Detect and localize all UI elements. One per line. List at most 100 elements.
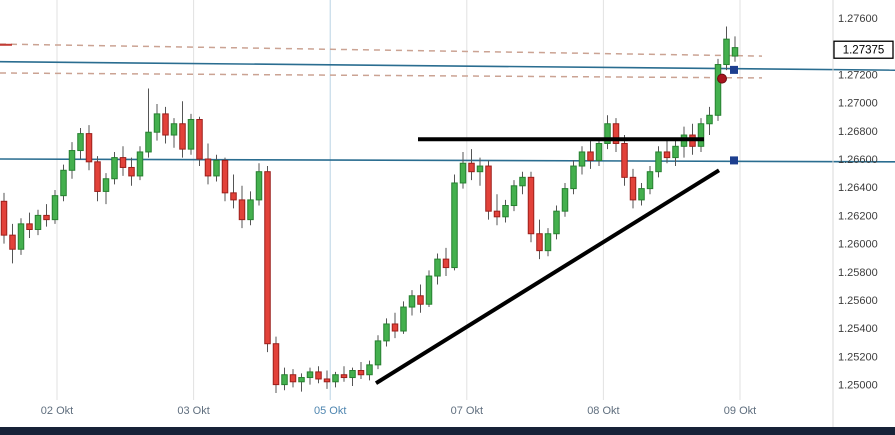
candle-bearish <box>204 158 212 177</box>
current-price-label: 1.27375 <box>843 45 885 57</box>
candle-bullish <box>451 182 458 269</box>
candle-bullish <box>383 323 390 342</box>
candle-bearish <box>629 176 637 201</box>
candle-bearish <box>391 323 399 332</box>
candle-bullish <box>374 340 382 366</box>
candle-bearish <box>0 200 8 236</box>
candle-bullish <box>34 214 42 230</box>
price-tick-label: 1.27000 <box>838 98 878 110</box>
price-tick-label: 1.27600 <box>838 13 878 25</box>
candle-bearish <box>357 370 365 376</box>
candle-bearish <box>94 161 101 192</box>
ascending-trendline[interactable] <box>374 168 721 385</box>
line-handle-upper[interactable] <box>730 65 738 74</box>
upper-level-line[interactable] <box>0 60 895 71</box>
date-tick-label: 02 Okt <box>41 405 73 417</box>
candle-bullish <box>595 142 603 161</box>
candle-bearish <box>323 378 331 383</box>
upper-dashed-channel-line[interactable] <box>0 43 763 57</box>
candle-bearish <box>663 151 671 159</box>
candle-bullish <box>459 162 467 184</box>
candle-bullish <box>213 159 220 177</box>
candle-bearish <box>179 123 186 150</box>
order-marker-dot[interactable] <box>717 73 727 84</box>
candle-bearish <box>536 233 543 252</box>
candle-bullish <box>510 185 518 207</box>
candle-bullish <box>723 38 730 66</box>
candle-bullish <box>570 165 577 190</box>
price-tick-label: 1.25800 <box>838 267 878 279</box>
candle-bullish <box>646 171 654 190</box>
candle-bearish <box>9 234 16 250</box>
candle-bullish <box>697 123 705 147</box>
candle-bullish <box>153 113 161 133</box>
candle-bearish <box>587 151 594 161</box>
candle-bearish <box>621 142 628 178</box>
candle-bullish <box>731 47 739 57</box>
candle-bearish <box>26 223 33 231</box>
candle-bearish <box>612 123 620 144</box>
candle-bearish <box>238 199 246 221</box>
candle-bearish <box>196 119 203 160</box>
candle-bullish <box>136 151 144 177</box>
date-tick-label: 09 Okt <box>724 405 756 417</box>
candle-bullish <box>77 133 84 152</box>
candle-bullish <box>672 145 679 159</box>
candle-bullish <box>502 205 509 218</box>
date-tick-label: 07 Okt <box>451 405 483 417</box>
candle-bearish <box>442 258 450 269</box>
candle-bullish <box>170 123 178 136</box>
price-tick-label: 1.26600 <box>838 154 878 166</box>
candle-bullish <box>145 131 152 153</box>
candle-bearish <box>417 295 424 305</box>
candle-bullish <box>68 150 76 171</box>
candle-bearish <box>272 343 280 386</box>
candle-bearish <box>85 133 93 163</box>
lower-dashed-channel-line[interactable] <box>0 72 763 79</box>
candle-bearish <box>485 165 492 212</box>
candle-bullish <box>298 377 305 383</box>
candle-bearish <box>43 214 50 221</box>
mid-level-line[interactable] <box>0 158 895 163</box>
candle-bullish <box>281 374 288 386</box>
price-tick-label: 1.25000 <box>838 380 878 392</box>
candle-bullish <box>519 176 526 187</box>
candle-bullish <box>561 188 569 212</box>
candle-bullish <box>187 119 195 150</box>
candle-bullish <box>425 275 433 305</box>
candle-bearish <box>162 113 169 136</box>
candle-bullish <box>553 210 560 235</box>
candle-bullish <box>366 364 373 376</box>
candle-bullish <box>706 114 713 125</box>
candle-bullish <box>714 64 722 116</box>
candle-bearish <box>315 371 322 380</box>
candle-bearish <box>221 159 229 194</box>
candle-bullish <box>247 199 254 221</box>
candle-bullish <box>638 188 645 201</box>
candle-bearish <box>527 176 535 235</box>
candle-bullish <box>111 157 118 180</box>
candle-bullish <box>544 233 552 252</box>
candle-bullish <box>578 151 586 167</box>
price-tick-label: 1.26200 <box>838 210 878 222</box>
candle-bullish <box>476 165 484 173</box>
candle-bullish <box>604 123 611 144</box>
bottom-status-bar <box>0 427 895 435</box>
candle-bullish <box>332 374 339 383</box>
candle-bullish <box>17 223 25 250</box>
current-price-box <box>833 40 894 59</box>
candle-bearish <box>128 166 135 177</box>
candle-bullish <box>400 306 407 332</box>
candle-bearish <box>340 374 348 379</box>
date-tick-label: 03 Okt <box>177 405 209 417</box>
price-tick-label: 1.26400 <box>838 182 878 194</box>
candle-bullish <box>102 178 110 192</box>
price-tick-label: 1.26800 <box>838 126 878 138</box>
candle-bullish <box>434 258 441 277</box>
price-tick-label: 1.27200 <box>838 69 878 81</box>
candle-bullish <box>349 370 356 379</box>
price-tick-label: 1.25400 <box>838 323 878 335</box>
line-handle-mid[interactable] <box>730 156 738 165</box>
